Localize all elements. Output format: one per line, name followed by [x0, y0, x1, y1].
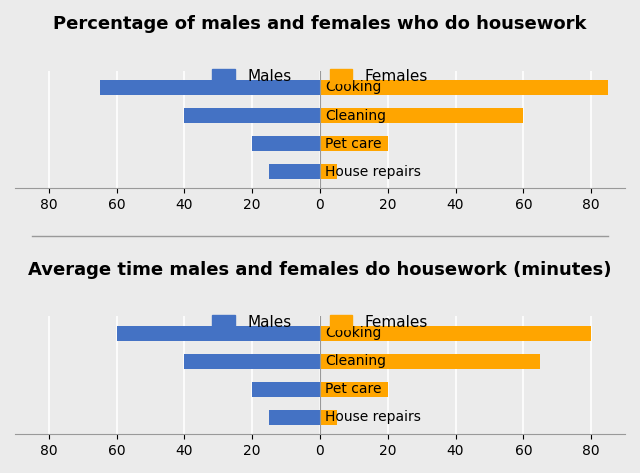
- Text: House repairs: House repairs: [325, 165, 421, 179]
- Bar: [184, 354, 320, 369]
- Title: Average time males and females do housework (minutes): Average time males and females do housew…: [28, 261, 612, 279]
- Text: Pet care: Pet care: [325, 137, 381, 150]
- Text: Cooking: Cooking: [325, 80, 381, 95]
- Bar: [269, 410, 320, 425]
- Bar: [100, 80, 320, 95]
- Text: House repairs: House repairs: [325, 411, 421, 424]
- Bar: [184, 108, 320, 123]
- Bar: [320, 325, 591, 341]
- Bar: [269, 164, 320, 179]
- Bar: [252, 382, 320, 397]
- Bar: [320, 80, 608, 95]
- Bar: [252, 136, 320, 151]
- Bar: [320, 108, 524, 123]
- Bar: [320, 136, 388, 151]
- Bar: [320, 382, 388, 397]
- Text: Pet care: Pet care: [325, 382, 381, 396]
- Bar: [116, 325, 320, 341]
- Text: Cleaning: Cleaning: [325, 108, 386, 123]
- Text: Cooking: Cooking: [325, 326, 381, 340]
- Bar: [320, 354, 540, 369]
- Title: Percentage of males and females who do housework: Percentage of males and females who do h…: [53, 15, 587, 33]
- Legend: Males, Females: Males, Females: [206, 63, 434, 90]
- Bar: [320, 410, 337, 425]
- Text: Cleaning: Cleaning: [325, 354, 386, 368]
- Bar: [320, 164, 337, 179]
- Legend: Males, Females: Males, Females: [206, 309, 434, 336]
